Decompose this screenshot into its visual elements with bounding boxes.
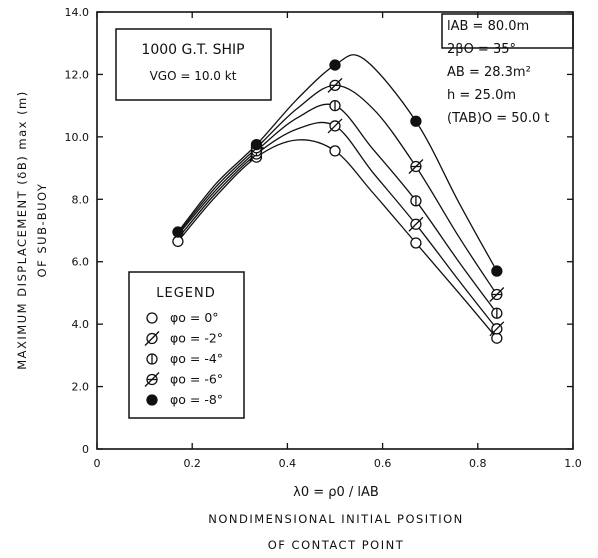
x-tick-label: 0.6 bbox=[374, 457, 392, 470]
legend-label-1: φo = -2° bbox=[170, 331, 223, 346]
series-points bbox=[172, 59, 505, 344]
y-tick-label: 12.0 bbox=[65, 68, 90, 81]
y-axis-label-line2: OF SUB-BUOY bbox=[35, 183, 49, 278]
data-point-series-0 bbox=[329, 145, 341, 157]
x-axis-symbol: λ0 = ρ0 / lAB bbox=[293, 485, 379, 500]
data-point-series-0 bbox=[491, 332, 503, 344]
parameters-box: lAB = 80.0m 2βO = 35° AB = 28.3m² h = 25.0m… bbox=[441, 13, 574, 126]
data-point-series-4 bbox=[250, 139, 263, 151]
x-axis-label-line1: NONDIMENSIONAL INITIAL POSITION bbox=[208, 512, 464, 526]
y-tick-label: 10.0 bbox=[65, 131, 90, 144]
parameter-2: AB = 28.3m² bbox=[447, 65, 531, 80]
data-point-series-4 bbox=[172, 226, 184, 238]
data-point-series-4 bbox=[329, 59, 341, 71]
data-point-series-1 bbox=[489, 321, 505, 337]
legend-marker-1 bbox=[144, 331, 160, 346]
plot-frame bbox=[96, 11, 574, 450]
y-axis-ticks: 0 2.0 4.0 6.0 8.0 10.0 12.0 14.0 bbox=[65, 6, 573, 456]
x-tick-label: 0 bbox=[94, 457, 101, 470]
ship-title: 1000 G.T. SHIP bbox=[141, 42, 244, 58]
data-point-series-2 bbox=[329, 99, 341, 112]
x-tick-label: 1.0 bbox=[564, 457, 582, 470]
ship-info-box: 1000 G.T. SHIP VGO = 10.0 kt bbox=[115, 28, 272, 101]
data-point-series-1 bbox=[408, 216, 424, 232]
y-tick-label: 6.0 bbox=[72, 256, 90, 269]
plot-area: 0 2.0 4.0 6.0 8.0 10.0 12.0 14.0 0 0.2 0.4 0.6 0.8 1… bbox=[65, 6, 582, 470]
data-point-series-4 bbox=[410, 115, 422, 127]
y-tick-label: 14.0 bbox=[65, 6, 90, 19]
ship-speed: VGO = 10.0 kt bbox=[150, 69, 237, 83]
x-tick-label: 0.2 bbox=[183, 457, 201, 470]
y-tick-label: 8.0 bbox=[72, 193, 90, 206]
data-point-series-3 bbox=[408, 159, 424, 174]
legend-marker-4 bbox=[146, 394, 158, 406]
y-tick-label: 4.0 bbox=[72, 318, 90, 331]
data-point-series-3 bbox=[489, 287, 505, 302]
data-point-series-3 bbox=[327, 77, 343, 93]
data-point-series-2 bbox=[491, 307, 503, 319]
data-point-series-1 bbox=[327, 118, 343, 134]
y-axis-label-line1: MAXIMUM DISPLACEMENT (δB) max (m) bbox=[15, 90, 29, 370]
legend-marker-0 bbox=[146, 312, 158, 324]
data-point-series-4 bbox=[491, 265, 503, 277]
x-axis-ticks: 0 0.2 0.4 0.6 0.8 1.0 bbox=[94, 12, 582, 470]
legend-title: LEGEND bbox=[156, 286, 215, 301]
parameter-3: h = 25.0m bbox=[447, 88, 516, 103]
parameter-0: lAB = 80.0m bbox=[447, 19, 529, 34]
legend-label-0: φo = 0° bbox=[170, 310, 219, 325]
data-point-series-0 bbox=[410, 237, 422, 249]
parameter-1: 2βO = 35° bbox=[447, 42, 516, 57]
parameter-4: (TAB)O = 50.0 t bbox=[447, 111, 549, 126]
series-line-4 bbox=[177, 54, 498, 272]
x-tick-label: 0.4 bbox=[279, 457, 297, 470]
legend: LEGEND φo = 0° φo = -2° φo = -4° φo = -6° φo… bbox=[128, 271, 245, 419]
x-tick-label: 0.8 bbox=[469, 457, 487, 470]
legend-marker-2 bbox=[146, 353, 158, 365]
x-axis-label-line2: OF CONTACT POINT bbox=[268, 538, 405, 552]
legend-label-2: φo = -4° bbox=[170, 351, 223, 366]
data-point-series-2 bbox=[410, 195, 422, 207]
y-tick-label: 0 bbox=[82, 443, 89, 456]
x-axis-label: λ0 = ρ0 / lAB NONDIMENSIONAL INITIAL POS… bbox=[208, 485, 464, 552]
legend-marker-3 bbox=[144, 372, 160, 387]
y-axis-label: MAXIMUM DISPLACEMENT (δB) max (m) OF SUB… bbox=[15, 90, 49, 370]
legend-label-4: φo = -8° bbox=[170, 392, 223, 407]
y-tick-label: 2.0 bbox=[72, 381, 90, 394]
data-point-series-0 bbox=[172, 235, 184, 248]
legend-label-3: φo = -6° bbox=[170, 372, 223, 387]
